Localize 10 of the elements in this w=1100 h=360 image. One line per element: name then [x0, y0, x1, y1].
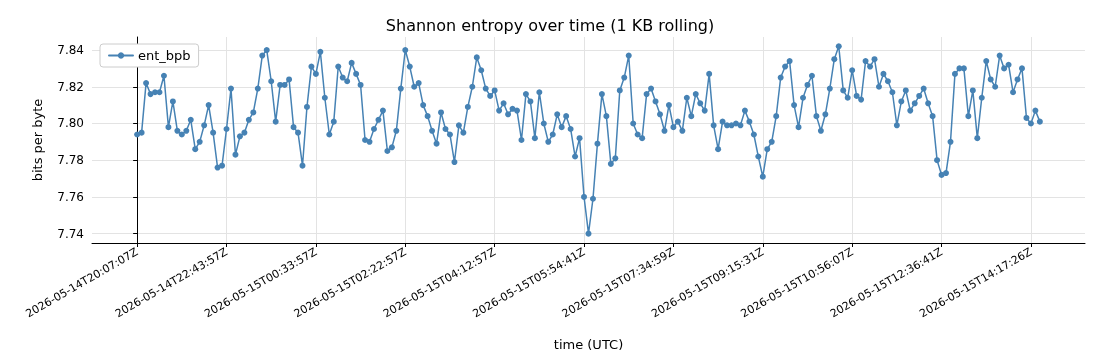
legend-label: ent_bpb — [138, 48, 191, 63]
y-tick-label: 7.84 — [57, 43, 84, 58]
y-tick-label: 7.78 — [57, 153, 84, 168]
y-tick-label: 7.74 — [57, 226, 84, 241]
x-axis-title: time (UTC) — [553, 337, 624, 352]
y-tick-label: 7.82 — [57, 79, 84, 94]
y-axis-title: bits per byte — [30, 98, 45, 182]
y-tick-label: 7.80 — [57, 116, 84, 131]
chart-title: Shannon entropy over time (1 KB rolling) — [385, 15, 715, 35]
y-tick-label: 7.76 — [57, 189, 84, 204]
